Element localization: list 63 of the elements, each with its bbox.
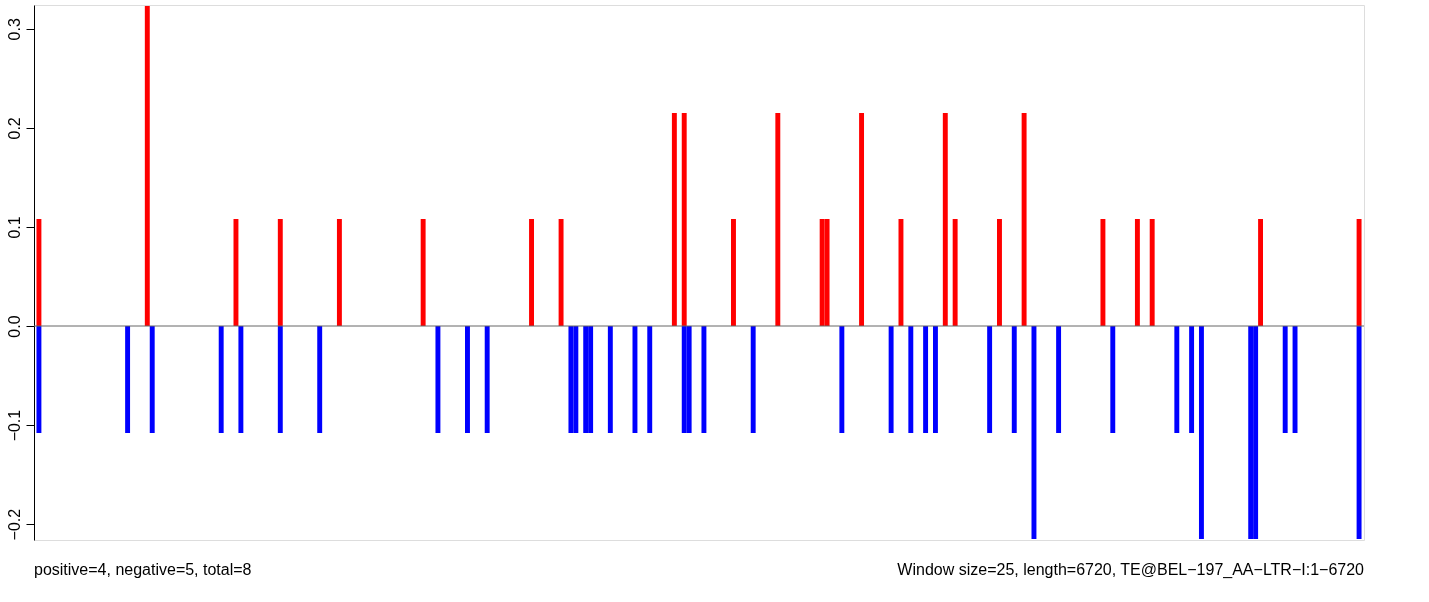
y-tick-label: 0.3 xyxy=(5,18,23,41)
bar xyxy=(750,326,756,433)
y-tick-label: 0.0 xyxy=(5,315,23,338)
bar xyxy=(36,326,42,433)
bar xyxy=(1174,326,1180,433)
bar xyxy=(583,326,589,433)
y-tick-label: 0.1 xyxy=(5,216,23,239)
bar xyxy=(681,112,687,326)
bar xyxy=(36,219,42,326)
bar xyxy=(1258,219,1264,326)
bar xyxy=(647,326,653,433)
bar xyxy=(908,326,914,433)
bar xyxy=(218,326,224,433)
bar xyxy=(671,112,677,326)
bar xyxy=(1134,219,1140,326)
bar xyxy=(607,326,613,433)
bar xyxy=(997,219,1002,326)
bar xyxy=(932,326,938,433)
bar xyxy=(1149,219,1155,326)
bar xyxy=(731,219,736,326)
bar xyxy=(1292,326,1298,433)
bar xyxy=(1282,326,1288,433)
text: Window size=25, length=6720, TE@BEL−197_AA−LTR−I:1−6720 xyxy=(897,561,1365,579)
bar xyxy=(701,326,707,433)
bar xyxy=(317,326,323,433)
bar xyxy=(1100,219,1106,326)
bar xyxy=(149,326,155,433)
bar xyxy=(839,326,845,433)
bar xyxy=(238,326,244,433)
y-tick-label: 0.2 xyxy=(5,117,23,140)
bar xyxy=(558,219,564,326)
bar xyxy=(1248,326,1254,540)
bar xyxy=(859,112,865,326)
bar xyxy=(888,326,894,433)
bar xyxy=(484,326,490,433)
bar xyxy=(1189,326,1195,433)
bar xyxy=(144,5,150,326)
bar xyxy=(923,326,929,433)
bar xyxy=(824,219,830,326)
bar xyxy=(987,326,993,433)
bar xyxy=(277,326,283,433)
bar xyxy=(1110,326,1116,433)
bar xyxy=(336,219,342,326)
bar xyxy=(942,112,948,326)
bar xyxy=(529,219,534,326)
bar xyxy=(1356,219,1362,326)
bar xyxy=(568,326,574,433)
bar xyxy=(952,219,958,326)
bar xyxy=(125,326,131,433)
bar xyxy=(1198,326,1204,540)
bar xyxy=(1056,326,1062,433)
bar xyxy=(435,326,441,433)
y-tick-label: −0.2 xyxy=(5,508,23,541)
bar xyxy=(1021,112,1027,326)
bar xyxy=(465,326,470,433)
bar xyxy=(775,112,781,326)
bar xyxy=(1356,326,1362,540)
bar xyxy=(1011,326,1017,433)
bar xyxy=(420,219,426,326)
bar xyxy=(686,326,692,433)
y-tick-label: −0.1 xyxy=(5,409,23,442)
text: positive=4, negative=5, total=8 xyxy=(34,561,252,578)
bar xyxy=(277,219,283,326)
